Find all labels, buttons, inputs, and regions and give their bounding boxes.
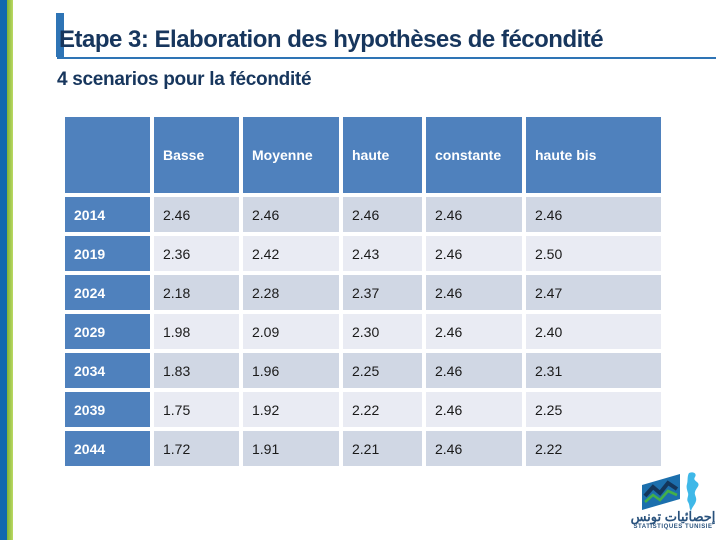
table-cell: 2.46 xyxy=(526,197,661,232)
table-cell: 2.25 xyxy=(343,353,422,388)
table-cell: 2.30 xyxy=(343,314,422,349)
logo-graphic-icon xyxy=(642,472,699,511)
table-header-basse: Basse xyxy=(154,117,239,193)
row-year: 2044 xyxy=(65,431,150,466)
slide-title: Etape 3: Elaboration des hypothèses de f… xyxy=(59,26,604,53)
table-cell: 2.28 xyxy=(243,275,339,310)
table-cell: 2.18 xyxy=(154,275,239,310)
table-cell: 2.46 xyxy=(154,197,239,232)
row-year: 2014 xyxy=(65,197,150,232)
slide-subtitle: 4 scenarios pour la fécondité xyxy=(57,69,312,90)
row-year: 2029 xyxy=(65,314,150,349)
table-cell: 1.91 xyxy=(243,431,339,466)
table-cell: 1.96 xyxy=(243,353,339,388)
table-cell: 1.75 xyxy=(154,392,239,427)
table-cell: 2.46 xyxy=(243,197,339,232)
fertility-scenarios-table: Basse Moyenne haute constante haute bis … xyxy=(65,117,661,466)
row-year: 2019 xyxy=(65,236,150,271)
table-cell: 2.43 xyxy=(343,236,422,271)
table-cell: 2.46 xyxy=(426,275,522,310)
row-year: 2024 xyxy=(65,275,150,310)
table-cell: 2.09 xyxy=(243,314,339,349)
table-header-moyenne: Moyenne xyxy=(243,117,339,193)
table-cell: 2.50 xyxy=(526,236,661,271)
logo-arabic-name: إحصائيات تونس xyxy=(630,509,716,524)
row-year: 2034 xyxy=(65,353,150,388)
table-cell: 2.46 xyxy=(343,197,422,232)
table-cell: 2.47 xyxy=(526,275,661,310)
left-edge-blue-stripe xyxy=(0,0,7,540)
table-cell: 2.22 xyxy=(526,431,661,466)
left-edge-green-stripe xyxy=(7,0,13,540)
table-cell: 2.46 xyxy=(426,314,522,349)
table-cell: 2.21 xyxy=(343,431,422,466)
table-cell: 2.40 xyxy=(526,314,661,349)
table-cell: 2.46 xyxy=(426,431,522,466)
table-cell: 2.46 xyxy=(426,197,522,232)
title-underline-rule xyxy=(57,57,716,59)
table-header-empty xyxy=(65,117,150,193)
table-cell: 2.42 xyxy=(243,236,339,271)
row-year: 2039 xyxy=(65,392,150,427)
table-header-haute: haute xyxy=(343,117,422,193)
table-cell: 1.72 xyxy=(154,431,239,466)
table-cell: 1.92 xyxy=(243,392,339,427)
table-header-constante: constante xyxy=(426,117,522,193)
title-accent-bar xyxy=(56,13,64,57)
table-cell: 2.46 xyxy=(426,392,522,427)
table-header-haute-bis: haute bis xyxy=(526,117,661,193)
table-cell: 1.83 xyxy=(154,353,239,388)
table-cell: 2.22 xyxy=(343,392,422,427)
table-cell: 2.46 xyxy=(426,353,522,388)
logo-latin-name: STATISTIQUES TUNISIE xyxy=(633,524,713,530)
statistiques-tunisie-logo: إحصائيات تونس STATISTIQUES TUNISIE xyxy=(628,472,718,531)
table-cell: 2.46 xyxy=(426,236,522,271)
table-cell: 2.31 xyxy=(526,353,661,388)
table-cell: 2.36 xyxy=(154,236,239,271)
table-cell: 2.37 xyxy=(343,275,422,310)
table-cell: 1.98 xyxy=(154,314,239,349)
table-cell: 2.25 xyxy=(526,392,661,427)
